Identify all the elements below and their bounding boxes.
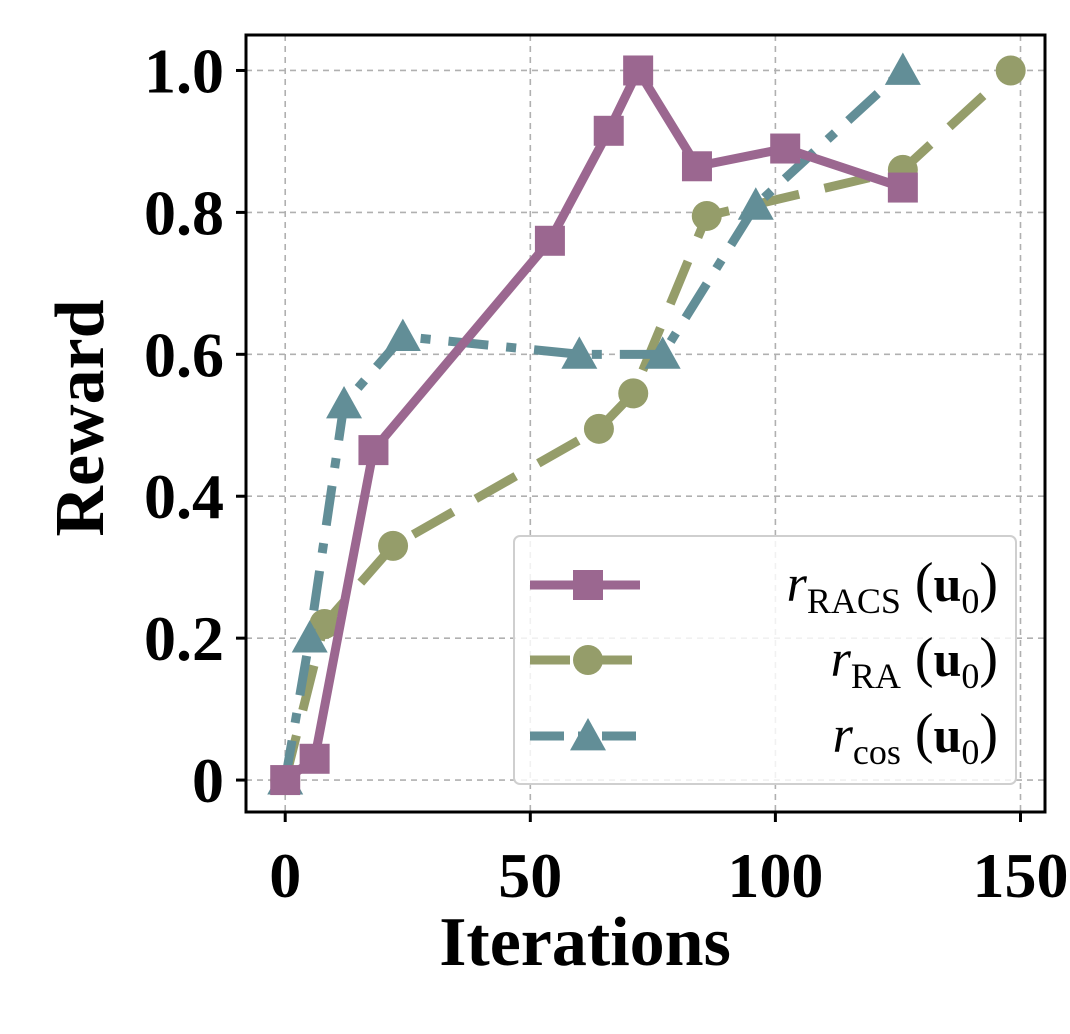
series-line xyxy=(280,67,1014,782)
legend-marker xyxy=(573,645,603,675)
data-point xyxy=(737,187,774,220)
x-tick-label: 0 xyxy=(269,840,301,911)
data-point xyxy=(309,608,340,639)
series-line xyxy=(280,67,906,781)
data-point xyxy=(299,743,330,774)
x-tick-label: 100 xyxy=(727,840,823,911)
data-point xyxy=(887,172,918,203)
data-point xyxy=(995,55,1026,86)
y-tick-label: 0.4 xyxy=(144,461,224,532)
data-point xyxy=(691,200,722,231)
y-tick-label: 0.2 xyxy=(144,603,224,674)
y-tick-label: 0.8 xyxy=(144,177,224,248)
data-point xyxy=(681,151,712,182)
y-tick-label: 0 xyxy=(192,745,224,816)
data-point xyxy=(384,318,421,351)
legend: rRACS (u0)rRA (u0) rcos (u0) xyxy=(513,535,1017,785)
series-layer xyxy=(267,52,1026,796)
y-tick-label: 1.0 xyxy=(144,35,224,106)
legend-marker xyxy=(573,570,603,600)
data-point xyxy=(378,530,409,561)
data-point xyxy=(770,133,801,164)
x-axis-title: Iterations xyxy=(439,904,731,981)
legend-label: rRACS (u0) xyxy=(787,552,998,621)
data-point xyxy=(644,336,681,369)
data-point xyxy=(534,225,565,256)
data-point xyxy=(358,435,389,466)
series-circle-group xyxy=(270,55,1026,796)
data-point xyxy=(884,52,921,85)
axis-ticks: 0 50 100 150 0 0.2 0.4 0.6 0.8 1.0 xyxy=(144,35,1068,911)
data-point xyxy=(593,115,624,146)
data-point xyxy=(561,336,598,369)
y-axis-title: Reward xyxy=(42,299,119,536)
data-point xyxy=(291,620,328,653)
data-point xyxy=(623,55,654,86)
legend-marker xyxy=(570,718,606,751)
legend-box xyxy=(513,535,1017,785)
y-tick-label: 0.6 xyxy=(144,319,224,390)
x-tick-label: 50 xyxy=(498,840,562,911)
legend-label: rRA (u0) xyxy=(831,627,998,696)
x-tick-label: 150 xyxy=(972,840,1068,911)
data-point xyxy=(270,765,301,796)
data-point xyxy=(583,413,614,444)
data-point xyxy=(618,378,649,409)
series-square-group xyxy=(270,55,918,796)
plot-frame xyxy=(244,33,1047,814)
legend-label: rcos (u0) xyxy=(833,703,998,772)
data-point xyxy=(326,385,363,419)
